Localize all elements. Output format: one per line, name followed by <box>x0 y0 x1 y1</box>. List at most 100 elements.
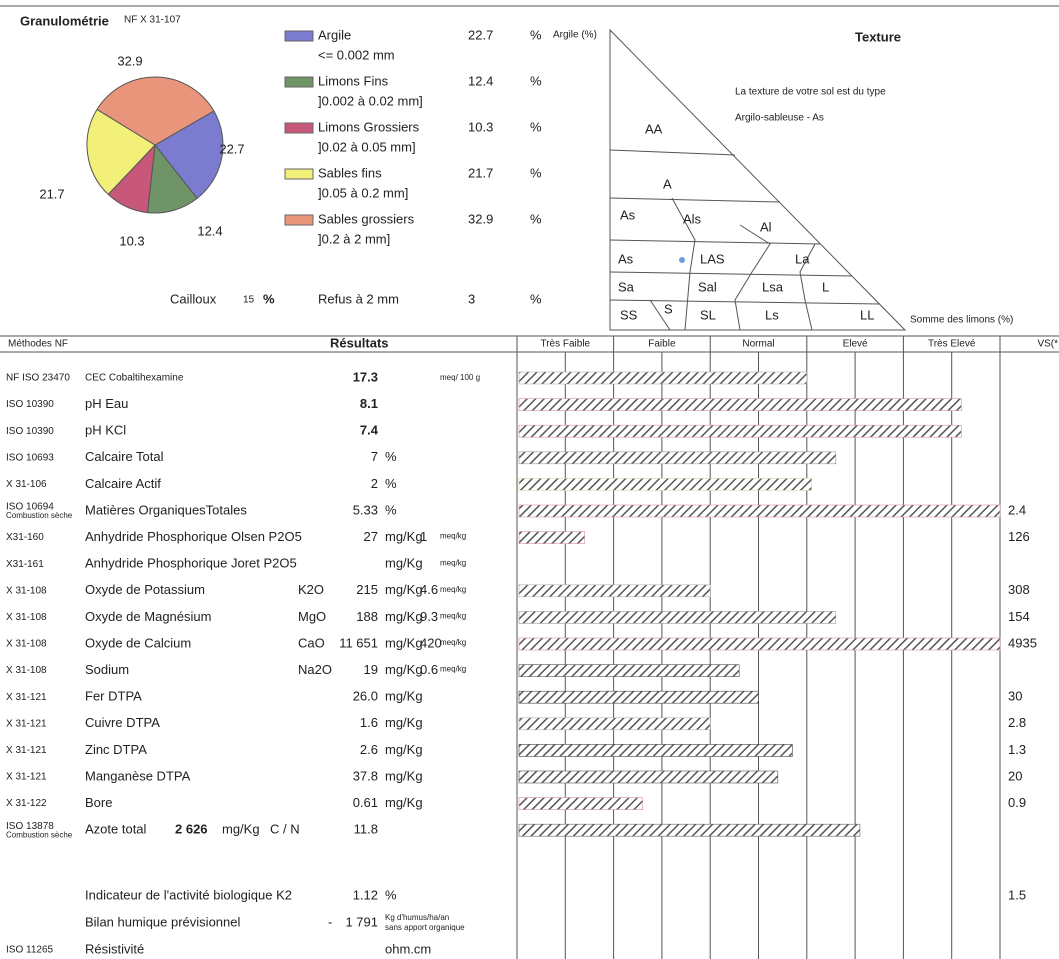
result-value: 0.61 <box>353 795 378 810</box>
meq-value: 0.6 <box>420 662 438 677</box>
level-bar <box>518 637 1001 651</box>
method: ISO 10390 <box>6 426 54 437</box>
pie-label: 12.4 <box>197 223 222 238</box>
meq-value: 9.3 <box>420 609 438 624</box>
result-unit: mg/Kg <box>385 556 423 571</box>
result-unit: mg/Kg <box>385 742 423 757</box>
vs-value: 126 <box>1008 529 1030 544</box>
analysis-name: Manganèse DTPA <box>85 768 191 783</box>
fraction-value: 12.4 <box>468 73 493 88</box>
meq-unit: meq/kg <box>440 585 466 594</box>
meq-unit: meq/kg <box>440 638 466 647</box>
fraction-name: Sables fins <box>318 165 382 180</box>
result-value: 188 <box>356 609 378 624</box>
method-note: Combustion sèche <box>6 830 73 839</box>
result-value: 2.6 <box>360 742 378 757</box>
result-value: 19 <box>364 662 378 677</box>
analysis-name: Anhydride Phosphorique Joret P2O5 <box>85 556 297 571</box>
formula: CaO <box>298 635 325 650</box>
pie-label: 32.9 <box>117 53 142 68</box>
cailloux-label: Cailloux <box>170 291 217 306</box>
zone-line <box>799 243 816 331</box>
header-results: Résultats <box>330 335 389 350</box>
analysis-name: Matières OrganiquesTotales <box>85 502 247 517</box>
level-bar <box>518 770 779 784</box>
analysis-name: Zinc DTPA <box>85 742 147 757</box>
analysis-name: Azote total <box>85 822 147 837</box>
analysis-name: Bore <box>85 795 112 810</box>
texture-zone: Sal <box>698 279 717 294</box>
analysis-name: Fer DTPA <box>85 689 142 704</box>
zone-line <box>671 197 696 331</box>
refus-unit: % <box>530 291 542 306</box>
vs-value: 30 <box>1008 689 1022 704</box>
level-bar <box>518 664 740 677</box>
analysis-name: Calcaire Actif <box>85 476 161 491</box>
meq-unit: meq/kg <box>440 665 466 674</box>
method: X 31-121 <box>6 745 47 756</box>
method: X 31-108 <box>6 585 47 596</box>
method: ISO 13878 <box>6 821 54 832</box>
analysis-name: Oxyde de Potassium <box>85 582 205 597</box>
pie-slice <box>154 110 224 200</box>
fraction-range: ]0.05 à 0.2 mm] <box>318 185 408 200</box>
analysis-name: Cuivre DTPA <box>85 715 160 730</box>
result-value: 11 651 <box>339 635 378 650</box>
vs-value: 1.3 <box>1008 742 1026 757</box>
header-class: Faible <box>648 339 676 350</box>
result-unit: mg/Kg <box>385 529 423 544</box>
fraction-value: 21.7 <box>468 165 493 180</box>
texture-zone: LAS <box>700 251 725 266</box>
texture-zone: Lsa <box>762 279 784 294</box>
amount-unit: mg/Kg <box>222 822 260 837</box>
pie-label: 21.7 <box>39 186 64 201</box>
fraction-unit: % <box>530 165 542 180</box>
result-unit: % <box>385 887 397 902</box>
level-bar <box>518 611 837 624</box>
vs-value: 1.5 <box>1008 887 1026 902</box>
meq-unit: meq/kg <box>440 612 466 621</box>
method: X 31-121 <box>6 772 47 783</box>
method: X 31-121 <box>6 692 47 703</box>
vs-value: 2.8 <box>1008 715 1026 730</box>
analysis-name: CEC Cobaltihexamine <box>85 373 184 384</box>
texture-zone: La <box>795 251 810 266</box>
vs-value: 2.4 <box>1008 502 1026 517</box>
method: X 31-108 <box>6 665 47 676</box>
level-bar <box>518 371 808 385</box>
fraction-range: ]0.2 à 2 mm] <box>318 231 390 246</box>
meq-unit: meq/kg <box>440 532 466 541</box>
pie-label: 10.3 <box>119 233 144 248</box>
texture-x-label: Somme des limons (%) <box>910 315 1013 326</box>
zone-line <box>609 149 736 156</box>
method: X31-160 <box>6 532 44 543</box>
cailloux-unit: % <box>263 291 275 306</box>
analysis-name: Calcaire Total <box>85 449 164 464</box>
result-unit: % <box>385 449 397 464</box>
level-bar <box>518 744 793 757</box>
analysis-name: pH Eau <box>85 396 128 411</box>
legend-swatch <box>284 168 314 180</box>
texture-triangle <box>609 28 907 331</box>
meq-value: 1 <box>420 529 427 544</box>
analysis-name: Oxyde de Calcium <box>85 635 191 650</box>
result-value: 37.8 <box>353 768 378 783</box>
zone-line <box>609 299 881 305</box>
texture-y-label: Argile (%) <box>553 30 597 41</box>
result-value: 1 791 <box>345 914 378 929</box>
method: ISO 10694 <box>6 502 54 513</box>
pie-slice <box>96 76 215 146</box>
analysis-name: Indicateur de l'activité biologique K2 <box>85 887 292 902</box>
analysis-name: Résistivité <box>85 941 144 956</box>
result-value: 11.8 <box>354 822 378 837</box>
result-unit: meq/ 100 g <box>440 373 480 382</box>
vs-value: 308 <box>1008 582 1030 597</box>
level-bar <box>518 584 711 598</box>
level-bar <box>518 690 759 704</box>
texture-zone: Als <box>683 211 702 226</box>
level-bar <box>518 797 643 810</box>
legend-swatch <box>284 122 314 134</box>
analysis-name: Sodium <box>85 662 129 677</box>
result-value: 215 <box>356 582 378 597</box>
